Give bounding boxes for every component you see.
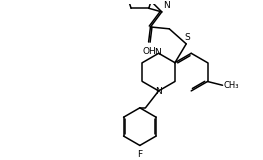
Text: N: N	[163, 1, 169, 10]
Text: S: S	[184, 33, 190, 42]
Text: N: N	[154, 48, 161, 57]
Text: CH₃: CH₃	[224, 81, 239, 90]
Text: F: F	[137, 150, 142, 159]
Text: N: N	[155, 87, 162, 96]
Text: OH: OH	[143, 47, 156, 56]
